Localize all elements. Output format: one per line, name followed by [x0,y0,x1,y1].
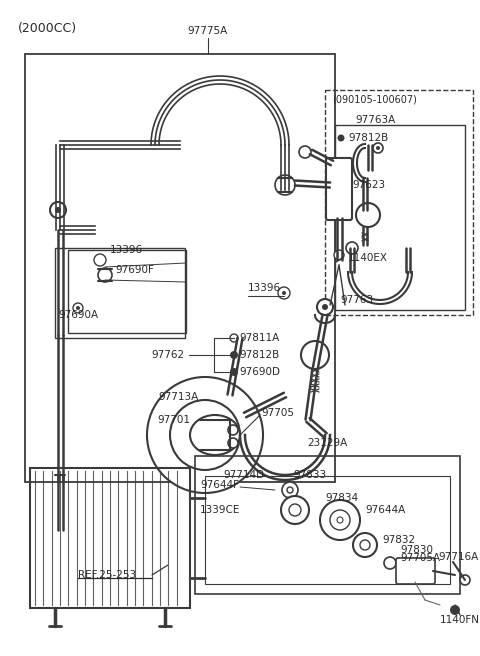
Circle shape [322,304,328,310]
Text: 97762: 97762 [151,350,184,360]
Text: 97690D: 97690D [239,367,280,377]
Text: 97834: 97834 [325,493,358,503]
Circle shape [94,254,106,266]
Text: 97763A: 97763A [355,115,395,125]
Circle shape [281,496,309,524]
Text: REF.25-253: REF.25-253 [78,570,136,580]
Text: 97833: 97833 [293,470,326,480]
Text: 13396: 13396 [248,283,281,293]
Text: 1339CE: 1339CE [200,505,240,515]
Bar [68,250,186,333]
Circle shape [337,134,345,142]
Circle shape [282,291,286,295]
Circle shape [450,605,460,615]
Bar [55,248,185,338]
Text: 97811A: 97811A [239,333,279,343]
Bar [195,456,460,594]
Circle shape [356,203,380,227]
Text: 13396: 13396 [110,245,143,255]
Circle shape [287,487,293,493]
Text: 97830: 97830 [400,545,433,555]
Text: 97705: 97705 [261,408,294,418]
Ellipse shape [190,415,240,455]
Text: 97705A: 97705A [400,553,440,563]
Bar [30,468,190,608]
Circle shape [334,250,344,260]
Circle shape [282,482,298,498]
Text: 97690A: 97690A [58,310,98,320]
Circle shape [317,299,333,315]
Circle shape [50,202,66,218]
Circle shape [376,146,380,150]
FancyBboxPatch shape [326,158,352,220]
Text: 97701: 97701 [157,415,190,425]
Circle shape [98,268,112,282]
Text: 97714D: 97714D [223,470,264,480]
Circle shape [301,341,329,369]
Circle shape [55,207,61,213]
Circle shape [147,377,263,493]
Circle shape [346,242,358,254]
Circle shape [299,146,311,158]
Text: 97812B: 97812B [348,133,388,143]
Text: 97644F: 97644F [200,480,239,490]
Text: 97644A: 97644A [365,505,405,515]
Text: 97716A: 97716A [438,552,478,562]
Circle shape [337,517,343,523]
Text: 97812B: 97812B [239,350,279,360]
Circle shape [384,557,396,569]
Circle shape [289,504,301,516]
Text: 1140FN: 1140FN [440,615,480,625]
Circle shape [330,510,350,530]
Circle shape [353,533,377,557]
Bar [335,125,465,310]
Text: 23129A: 23129A [307,438,347,448]
Circle shape [170,400,240,470]
Text: 97690F: 97690F [115,265,154,275]
Text: 97832: 97832 [382,535,415,545]
Bar [25,54,335,482]
Circle shape [228,438,238,448]
Circle shape [320,500,360,540]
Text: 97775A: 97775A [188,26,228,36]
FancyBboxPatch shape [396,558,435,584]
Bar [325,90,473,315]
Bar [205,476,450,584]
Circle shape [73,303,83,313]
Text: 97763: 97763 [340,295,373,305]
Circle shape [76,306,80,310]
Circle shape [373,143,383,153]
Circle shape [230,334,238,342]
Text: 1140EX: 1140EX [348,253,388,263]
Circle shape [360,540,370,550]
Text: 97623: 97623 [352,180,385,190]
Text: (2000CC): (2000CC) [18,22,77,35]
Circle shape [275,175,295,195]
Circle shape [460,575,470,585]
Circle shape [278,287,290,299]
Circle shape [230,368,238,376]
Circle shape [230,351,238,359]
Circle shape [228,425,238,435]
Text: 97713A: 97713A [158,392,198,402]
Text: (090105-100607): (090105-100607) [332,95,417,105]
